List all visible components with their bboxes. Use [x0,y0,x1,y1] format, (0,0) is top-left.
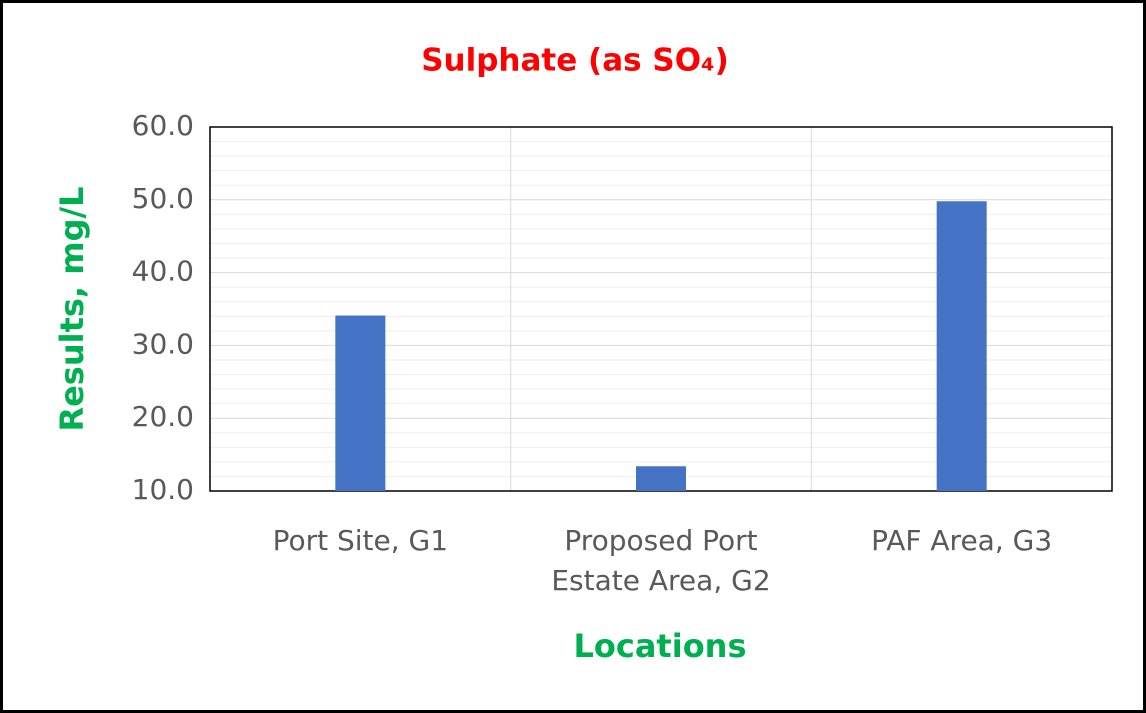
y-tick-label: 30.0 [132,327,194,360]
x-tick-label: Proposed Port Estate Area, G2 [551,524,771,597]
y-tick-label: 40.0 [132,255,194,288]
y-tick-label: 20.0 [132,400,194,433]
y-axis-title: Results, mg/L [53,186,91,431]
chart-title: Sulphate (as SO₄) [421,43,729,79]
bar [335,315,386,491]
bar [936,201,987,492]
y-tick-label: 50.0 [132,182,194,215]
x-tick-label: PAF Area, G3 [871,524,1053,557]
y-tick-label: 10.0 [132,473,194,506]
x-tick-label: Port Site, G1 [272,524,449,557]
y-tick-label: 60.0 [132,109,194,142]
x-axis-title: Locations [573,627,746,665]
bar [636,466,686,491]
